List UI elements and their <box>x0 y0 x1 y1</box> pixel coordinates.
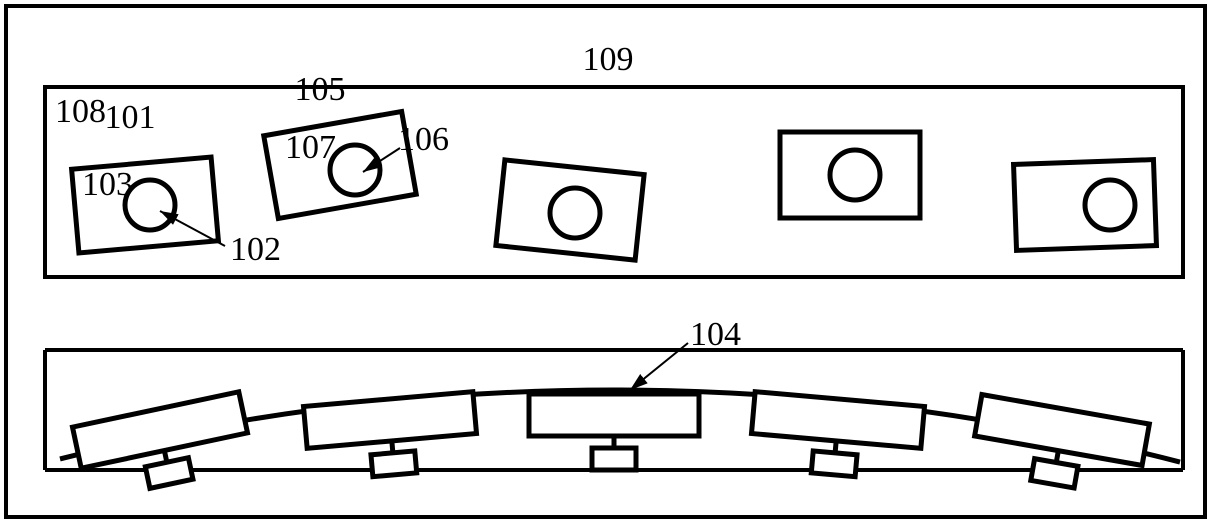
lower-unit-5 <box>969 395 1150 499</box>
lower-stand-1 <box>145 458 193 489</box>
ref-numeral-104: 104 <box>690 316 741 353</box>
lower-stand-4 <box>811 451 857 477</box>
lower-strip-group <box>45 350 1183 501</box>
lower-stand-3 <box>592 448 636 470</box>
device-lens-4 <box>830 150 880 200</box>
device-lens-2 <box>330 145 380 195</box>
lower-body-4 <box>751 392 924 449</box>
ref-numeral-108: 108 <box>55 93 106 130</box>
ref-numeral-103: 103 <box>82 166 133 203</box>
ref-numeral-102: 102 <box>230 231 281 268</box>
patent-figure: 101 102 103 104 105 106 107 108 109 <box>0 0 1211 523</box>
lower-body-2 <box>303 392 476 449</box>
lower-unit-1 <box>72 392 254 502</box>
lower-stand-5 <box>1031 459 1078 488</box>
lower-unit-3 <box>529 394 699 470</box>
ref-numeral-109: 109 <box>583 41 634 78</box>
ref-numeral-105: 105 <box>295 71 346 108</box>
ref-numeral-107: 107 <box>285 129 336 166</box>
device-lens-5 <box>1085 180 1135 230</box>
ref-numeral-106: 106 <box>398 121 449 158</box>
lower-body-5 <box>975 395 1150 466</box>
lower-body-1 <box>72 392 247 468</box>
upper-panel-group <box>45 87 1183 277</box>
lower-body-3 <box>529 394 699 436</box>
ref-numeral-101: 101 <box>105 99 156 136</box>
lower-stand-2 <box>371 451 417 477</box>
device-lens-3 <box>550 188 600 238</box>
